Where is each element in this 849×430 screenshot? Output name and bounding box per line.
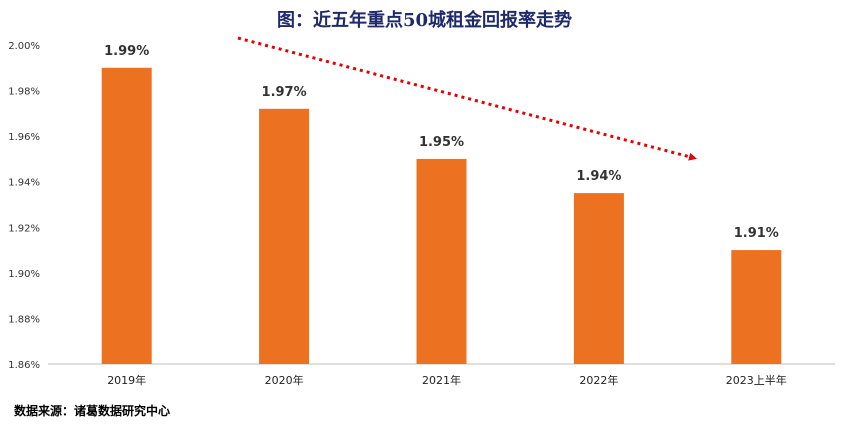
- y-tick-label: 1.96%: [8, 132, 40, 143]
- data-label: 1.97%: [262, 85, 307, 100]
- source-note: 数据来源：诸葛数据研究中心: [14, 404, 171, 418]
- y-tick-label: 1.92%: [8, 223, 40, 234]
- x-tick-label: 2020年: [265, 373, 304, 387]
- bar: [573, 193, 624, 364]
- data-label: 1.94%: [576, 169, 621, 184]
- y-tick-label: 1.86%: [8, 360, 40, 371]
- data-label: 1.95%: [419, 135, 464, 150]
- trend-arrow: [237, 36, 697, 161]
- data-label: 1.99%: [104, 44, 149, 59]
- y-tick-label: 2.00%: [8, 41, 40, 52]
- y-tick-label: 1.94%: [8, 178, 40, 189]
- bar: [259, 108, 310, 364]
- bar: [731, 250, 782, 364]
- y-tick-label: 1.88%: [8, 314, 40, 325]
- data-label: 1.91%: [734, 226, 779, 241]
- x-tick-label: 2019年: [107, 373, 146, 387]
- y-tick-label: 1.98%: [8, 87, 40, 98]
- y-tick-label: 1.90%: [8, 269, 40, 280]
- x-tick-label: 2023上半年: [726, 373, 787, 387]
- x-tick-label: 2022年: [579, 373, 618, 387]
- bar: [101, 67, 152, 365]
- bar: [416, 158, 467, 364]
- x-tick-label: 2021年: [422, 373, 461, 387]
- chart-title: 图：近五年重点50城租金回报率走势: [276, 10, 573, 31]
